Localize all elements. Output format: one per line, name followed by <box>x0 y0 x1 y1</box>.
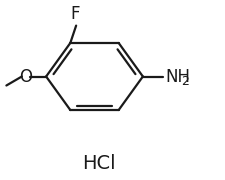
Text: O: O <box>19 68 32 86</box>
Text: 2: 2 <box>181 75 189 88</box>
Text: NH: NH <box>165 68 190 86</box>
Text: HCl: HCl <box>82 154 116 173</box>
Text: F: F <box>70 5 80 23</box>
